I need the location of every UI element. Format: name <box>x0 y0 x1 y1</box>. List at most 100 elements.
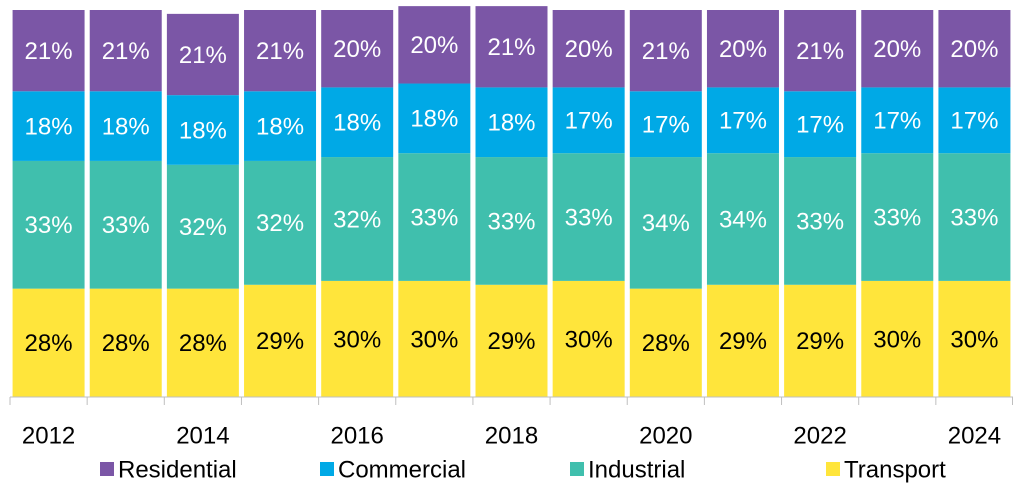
data-label: 20% <box>719 36 767 63</box>
data-label: 18% <box>487 110 535 137</box>
bar-segment <box>12 91 85 161</box>
bar-segment <box>475 87 548 158</box>
data-label: 18% <box>102 113 150 140</box>
data-label: 21% <box>102 38 150 65</box>
data-label: 28% <box>25 330 73 357</box>
data-label: 17% <box>642 112 690 139</box>
bar-segment <box>475 284 548 397</box>
data-label: 18% <box>179 117 227 144</box>
bar-segment <box>784 157 857 285</box>
bar-segment <box>552 280 625 397</box>
data-label: 32% <box>333 206 381 233</box>
data-label: 21% <box>642 38 690 65</box>
data-label: 30% <box>333 326 381 353</box>
legend-label: Commercial <box>338 456 466 483</box>
data-label: 33% <box>873 204 921 231</box>
bar-segment <box>89 288 162 397</box>
bar-segment <box>552 87 625 154</box>
bar-segment <box>629 157 702 289</box>
data-label: 18% <box>333 110 381 137</box>
bar-segment <box>938 87 1011 154</box>
data-label: 21% <box>25 38 73 65</box>
data-label: 33% <box>796 208 844 235</box>
data-label: 20% <box>565 36 613 63</box>
bar-segment <box>166 95 239 165</box>
x-tick-label: 2014 <box>176 422 229 449</box>
data-label: 33% <box>410 204 458 231</box>
bar-segment <box>244 10 317 92</box>
data-label: 17% <box>873 108 921 135</box>
bar-segment <box>166 288 239 397</box>
legend-swatch <box>570 462 584 476</box>
data-label: 20% <box>950 36 998 63</box>
data-label: 32% <box>179 214 227 241</box>
bar-segment <box>244 284 317 397</box>
data-label: 28% <box>642 330 690 357</box>
data-label: 21% <box>487 34 535 61</box>
x-tick-label: 2018 <box>485 422 538 449</box>
x-tick-label: 2022 <box>793 422 846 449</box>
x-tick-label: 2024 <box>948 422 1001 449</box>
bar-segment <box>938 10 1011 88</box>
legend-label: Transport <box>844 456 946 483</box>
data-label: 20% <box>873 36 921 63</box>
bar-segment <box>244 160 317 285</box>
bar-segment <box>706 87 779 154</box>
data-label: 18% <box>256 113 304 140</box>
bar-segment <box>12 288 85 397</box>
data-label: 17% <box>950 108 998 135</box>
bar-segment <box>166 164 239 289</box>
data-label: 30% <box>873 326 921 353</box>
data-label: 21% <box>179 42 227 69</box>
bar-segment <box>321 87 394 158</box>
legend-label: Residential <box>118 456 237 483</box>
bar-segment <box>706 284 779 397</box>
data-label: 30% <box>410 326 458 353</box>
bar-segment <box>475 157 548 285</box>
legend-label: Industrial <box>588 456 685 483</box>
data-label: 17% <box>719 108 767 135</box>
bar-segment <box>398 280 471 397</box>
bar-segment <box>629 10 702 92</box>
bar-segment <box>861 87 934 154</box>
bar-segment <box>861 153 934 281</box>
data-label: 32% <box>256 210 304 237</box>
bar-segment <box>706 10 779 88</box>
bar-segment <box>321 280 394 397</box>
bar-segment <box>398 83 471 154</box>
data-label: 34% <box>642 210 690 237</box>
data-label: 29% <box>487 328 535 355</box>
data-label: 18% <box>410 106 458 133</box>
data-label: 21% <box>796 38 844 65</box>
legend-swatch <box>100 462 114 476</box>
bar-segment <box>398 153 471 281</box>
bar-segment <box>706 153 779 285</box>
bar-segment <box>398 6 471 84</box>
bar-segment <box>784 10 857 92</box>
data-label: 29% <box>256 328 304 355</box>
bar-segment <box>89 160 162 289</box>
legend-swatch <box>320 462 334 476</box>
bar-segment <box>861 10 934 88</box>
bar-segment <box>89 10 162 92</box>
bar-segment <box>552 153 625 281</box>
x-tick-label: 2016 <box>330 422 383 449</box>
data-label: 17% <box>796 112 844 139</box>
legend-swatch <box>826 462 840 476</box>
x-tick-label: 2020 <box>639 422 692 449</box>
data-label: 33% <box>950 204 998 231</box>
data-label: 33% <box>25 212 73 239</box>
bar-segment <box>166 13 239 96</box>
data-label: 28% <box>102 330 150 357</box>
data-label: 29% <box>719 328 767 355</box>
bar-segment <box>784 91 857 158</box>
bar-segment <box>321 10 394 88</box>
data-label: 33% <box>102 212 150 239</box>
bar-segment <box>938 280 1011 397</box>
data-label: 34% <box>719 206 767 233</box>
data-label: 30% <box>565 326 613 353</box>
data-label: 20% <box>333 36 381 63</box>
bar-segment <box>12 10 85 92</box>
bar-segment <box>12 160 85 289</box>
bar-segment <box>475 6 548 88</box>
